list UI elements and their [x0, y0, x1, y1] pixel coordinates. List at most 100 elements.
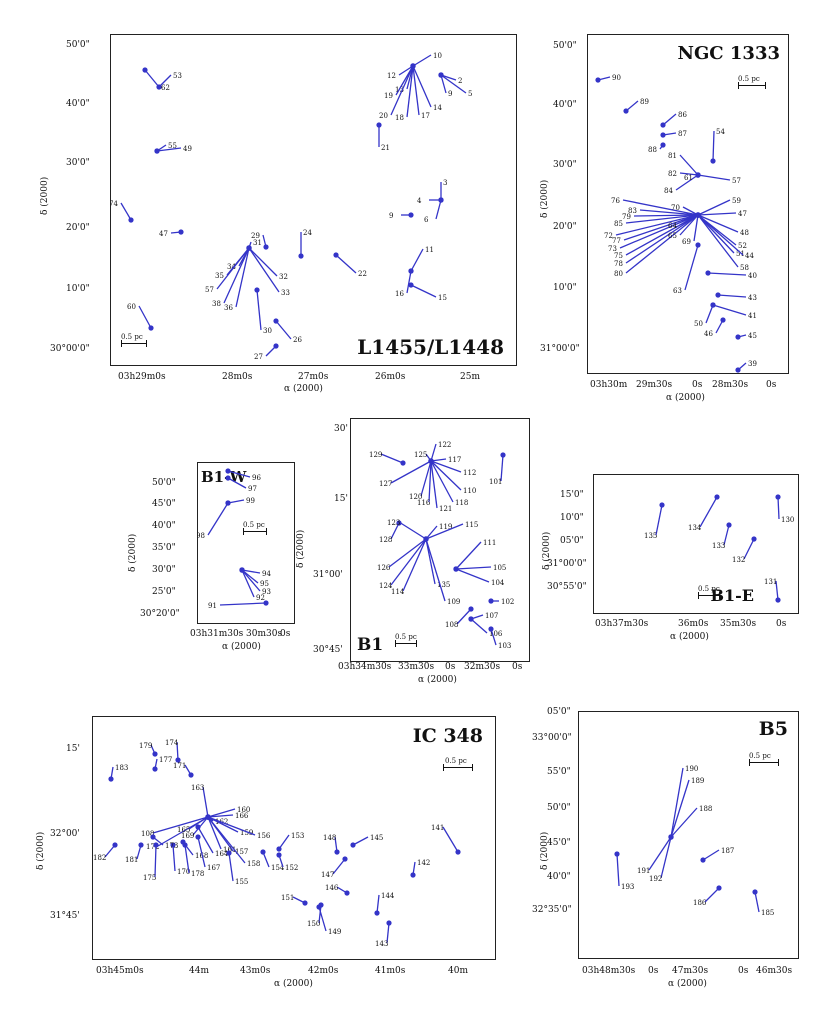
- source-pointer-line: [500, 454, 504, 482]
- source-pointer-line: [207, 816, 246, 864]
- xtick: 03h45m0s: [96, 966, 144, 976]
- source-label: 18: [395, 114, 404, 122]
- source-pointer-line: [402, 538, 427, 592]
- scale-bar-label: 0.5 pc: [749, 752, 771, 760]
- source-pointer-line: [679, 214, 699, 226]
- source-marker: [428, 458, 434, 464]
- xtick: 0s: [766, 380, 777, 390]
- ytick: 45'0": [152, 499, 176, 509]
- source-pointer-line: [425, 525, 438, 540]
- source-pointer-line: [723, 524, 730, 546]
- source-pointer-line: [256, 289, 262, 331]
- source-label: 126: [377, 564, 391, 572]
- source-label: 101: [489, 478, 502, 486]
- source-label: 163: [191, 784, 204, 792]
- source-marker: [695, 242, 701, 248]
- panel-ngc1333: NGC 1333 0.5 pc 90 89 86 87 88 81 82 84 61 57 54 76…: [587, 34, 789, 374]
- source-marker: [138, 842, 144, 848]
- source-label: 104: [491, 579, 505, 587]
- source-label: 32: [279, 273, 288, 281]
- source-marker: [334, 849, 340, 855]
- source-pointer-line: [430, 460, 454, 503]
- panel-title: IC 348: [412, 725, 483, 747]
- source-pointer-line: [120, 202, 132, 221]
- ytick: 50'0": [66, 40, 90, 50]
- source-label: 2: [458, 77, 462, 85]
- xtick: 41m0s: [375, 966, 406, 976]
- source-label: 177: [159, 756, 172, 764]
- source-pointer-line: [197, 826, 214, 854]
- source-label: 88: [648, 146, 657, 154]
- source-label: 125: [414, 451, 427, 459]
- source-marker: [595, 77, 601, 83]
- source-label: 75: [614, 252, 623, 260]
- source-marker: [182, 842, 188, 848]
- xtick: 32m30s: [464, 662, 501, 672]
- source-pointer-line: [455, 568, 490, 583]
- source-marker: [239, 567, 245, 573]
- source-pointer-line: [388, 538, 427, 568]
- source-marker: [751, 536, 757, 542]
- source-pointer-line: [442, 826, 459, 853]
- source-pointer-line: [455, 541, 482, 570]
- source-pointer-line: [648, 836, 672, 871]
- source-label: 186: [693, 899, 707, 907]
- ytick: 32°35'0": [532, 905, 572, 915]
- source-marker: [153, 842, 159, 848]
- source-pointer-line: [184, 844, 190, 874]
- source-pointer-line: [172, 844, 176, 872]
- xtick: 0s: [512, 662, 523, 672]
- source-label: 149: [328, 928, 341, 936]
- source-marker: [333, 252, 339, 258]
- source-pointer-line: [430, 443, 437, 462]
- source-marker: [695, 212, 701, 218]
- source-pointer-line: [440, 74, 447, 94]
- source-marker: [488, 598, 494, 604]
- source-label: 65: [668, 232, 677, 240]
- source-label: 145: [370, 834, 383, 842]
- source-marker: [154, 148, 160, 154]
- ytick: 10'0": [66, 284, 90, 294]
- source-pointer-line: [699, 496, 718, 528]
- source-pointer-line: [425, 538, 446, 602]
- source-label: 19: [384, 92, 393, 100]
- source-label: 146: [325, 884, 339, 892]
- source-label: 178: [191, 870, 204, 878]
- scale-bar-label: 0.5 pc: [121, 333, 143, 341]
- source-label: 57: [205, 286, 214, 294]
- source-label: 105: [493, 564, 506, 572]
- source-pointer-line: [679, 154, 699, 176]
- ytick: 20'0": [66, 223, 90, 233]
- source-label: 10: [433, 52, 442, 60]
- source-marker: [500, 452, 506, 458]
- source-label: 45: [748, 332, 757, 340]
- source-label: 99: [246, 497, 255, 505]
- source-pointer-line: [352, 836, 369, 846]
- source-pointer-line: [697, 214, 735, 254]
- ytick: 31°00'0": [540, 344, 580, 354]
- source-label: 84: [664, 187, 673, 195]
- source-label: 189: [691, 777, 704, 785]
- source-label: 120: [409, 493, 422, 501]
- source-label: 160: [237, 806, 250, 814]
- source-marker: [716, 885, 722, 891]
- source-pointer-line: [235, 247, 250, 308]
- source-pointer-line: [376, 894, 380, 914]
- source-label: 53: [173, 72, 182, 80]
- source-label: 170: [177, 868, 190, 876]
- source-label: 94: [262, 570, 271, 578]
- source-pointer-line: [679, 214, 699, 236]
- source-pointer-line: [398, 521, 427, 540]
- source-pointer-line: [697, 214, 744, 256]
- source-label: 30: [263, 327, 272, 335]
- source-label: 158: [247, 860, 260, 868]
- source-pointer-line: [743, 538, 755, 560]
- source-pointer-line: [248, 247, 278, 277]
- source-pointer-line: [704, 887, 720, 903]
- source-label: 89: [640, 98, 649, 106]
- source-label: 131: [764, 578, 777, 586]
- source-pointer-line: [202, 786, 209, 818]
- source-label: 115: [465, 521, 478, 529]
